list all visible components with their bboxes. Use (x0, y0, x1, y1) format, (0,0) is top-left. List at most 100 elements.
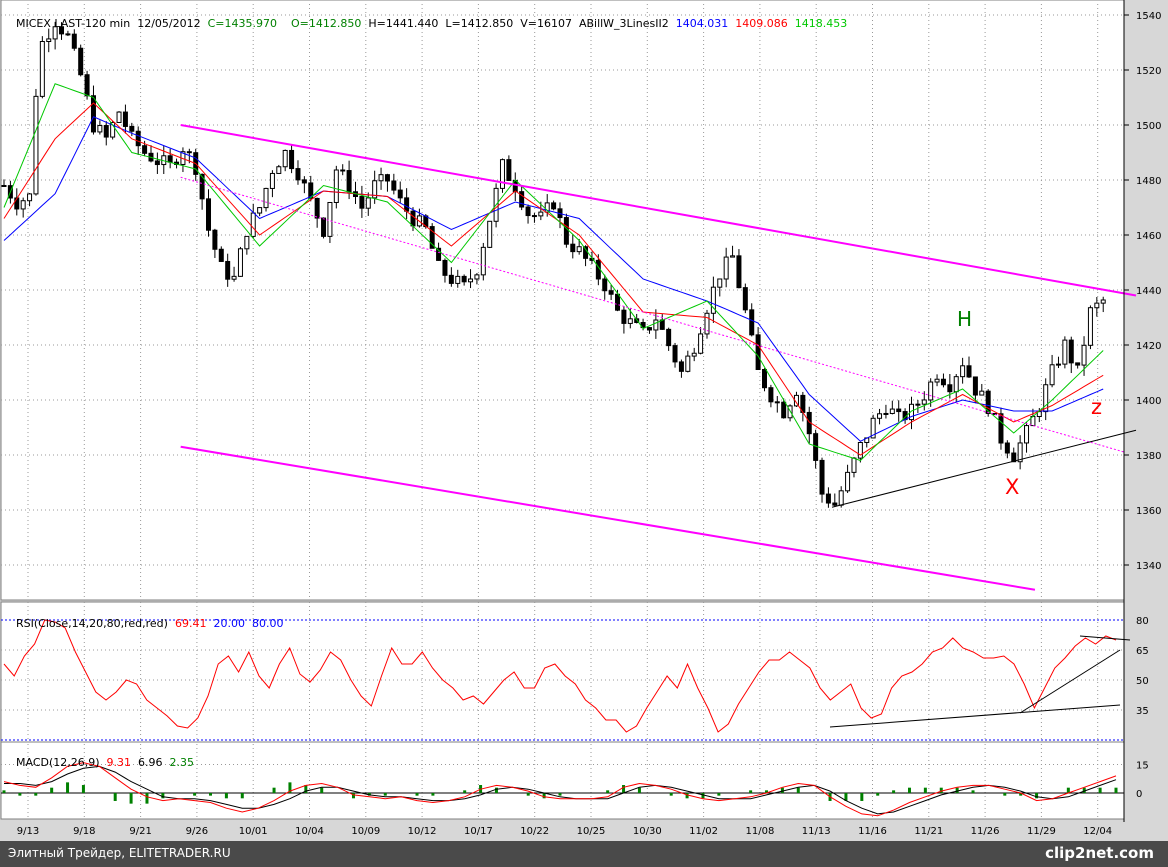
candle-body (1055, 363, 1061, 366)
price-y-tick: 1480 (1136, 176, 1161, 187)
candle-body (14, 197, 20, 210)
candle-body (487, 220, 493, 248)
candle-body (685, 355, 691, 372)
candle-body (870, 417, 876, 439)
price-y-tick: 1360 (1136, 506, 1161, 517)
x-tick-label: 11/26 (971, 826, 1000, 837)
rsi-trendline-0 (829, 704, 1121, 728)
trading-chart[interactable]: 9/13 9/18 9/21 9/26 10/01 10/04 10/09 10/12 10/1… (0, 0, 1168, 841)
x-tick-label: 12/04 (1083, 826, 1112, 837)
candle-body (717, 278, 723, 288)
candle-body (314, 197, 320, 219)
candle-body (710, 286, 716, 314)
candle-body (129, 125, 135, 132)
candle-body (276, 166, 282, 174)
x-tick-label: 10/01 (239, 826, 268, 837)
candle-body (551, 202, 557, 210)
candle-body (966, 365, 972, 378)
candle-body (602, 278, 608, 292)
candle-body (167, 155, 173, 163)
candle-body (1, 185, 7, 187)
candle-body (448, 274, 454, 284)
candle-body (365, 197, 371, 209)
candle-body (282, 149, 288, 168)
candle-body (653, 319, 659, 331)
candle-body (819, 459, 825, 495)
candle-body (730, 255, 736, 258)
candle-body (404, 197, 410, 212)
candle-body (1062, 339, 1068, 365)
candle-body (960, 365, 966, 378)
x-tick-label: 10/04 (295, 826, 324, 837)
candle-body (538, 211, 544, 217)
candle-body (257, 207, 263, 214)
rsi-trendline-1 (1019, 649, 1121, 714)
rsi-y-tick: 80 (1136, 616, 1149, 627)
candle-body (442, 259, 448, 276)
candle-body (20, 200, 26, 210)
rsi-header: RSI(Close,14,20,80,red,red) 69.41 20.00 … (2, 604, 283, 643)
macd-label: MACD(12,26,9) (16, 756, 100, 769)
candle-body (269, 172, 275, 189)
candle-body (206, 198, 212, 231)
candle-body (455, 275, 461, 284)
annotation-h: H (957, 307, 973, 331)
candle-body (391, 180, 397, 191)
rsi-label: RSI(Close,14,20,80,red,red) (16, 617, 168, 630)
x-tick-label: 11/02 (689, 826, 718, 837)
candle-body (877, 413, 883, 419)
price-y-tick: 1400 (1136, 396, 1161, 407)
macd-header: MACD(12,26,9) 9.31 6.96 2.35 (2, 743, 194, 782)
candle-body (627, 318, 633, 324)
annotation-x: X (1005, 475, 1020, 499)
rsi-high-level: 80.00 (251, 617, 284, 630)
macd-hist-value: 2.35 (169, 756, 195, 769)
candle-body (212, 229, 218, 250)
trendline-2 (180, 445, 1036, 591)
rsi-y-tick: 65 (1136, 646, 1149, 657)
candle-body (1068, 339, 1074, 364)
candle-body (793, 394, 799, 407)
candle-body (1081, 344, 1087, 366)
rsi-value: 69.41 (174, 617, 207, 630)
price-y-tick: 1440 (1136, 286, 1161, 297)
low-value: L=1412.850 (445, 17, 514, 30)
candle-body (947, 384, 953, 393)
candle-body (33, 95, 39, 195)
candle-body (762, 369, 768, 389)
candle-body (934, 378, 940, 383)
indicator-name: ABillW_3LinesII2 (578, 17, 669, 30)
macd-y-tick: 15 (1136, 761, 1149, 772)
candle-body (519, 191, 525, 208)
x-tick-label: 11/08 (745, 826, 774, 837)
candle-body (359, 196, 365, 209)
candle-body (896, 408, 902, 413)
rsi-low-level: 20.00 (213, 617, 245, 630)
candle-body (142, 145, 148, 154)
candle-body (845, 471, 851, 492)
price-y-tick: 1540 (1136, 11, 1161, 22)
candle-body (59, 26, 65, 35)
candle-body (65, 33, 71, 36)
rsi-line (3, 619, 1117, 733)
candle-body (97, 125, 103, 133)
volume-value: V=16107 (520, 17, 572, 30)
candle-body (154, 160, 160, 166)
x-tick-label: 10/30 (633, 826, 662, 837)
x-tick-label: 10/25 (577, 826, 606, 837)
candle-body (544, 202, 550, 213)
candle-body (27, 193, 33, 202)
pane-2 (0, 741, 1125, 820)
candle-body (704, 312, 710, 335)
pane-0 (0, 0, 1125, 601)
candle-body (832, 502, 838, 506)
x-tick-label: 11/16 (858, 826, 887, 837)
candle-body (480, 246, 486, 276)
trendline-3 (831, 429, 1137, 508)
candle-body (825, 493, 831, 504)
candle-body (1049, 364, 1055, 386)
candle-body (1075, 362, 1081, 366)
candle-body (410, 210, 416, 227)
candle-body (52, 26, 58, 40)
candle-body (774, 401, 780, 404)
